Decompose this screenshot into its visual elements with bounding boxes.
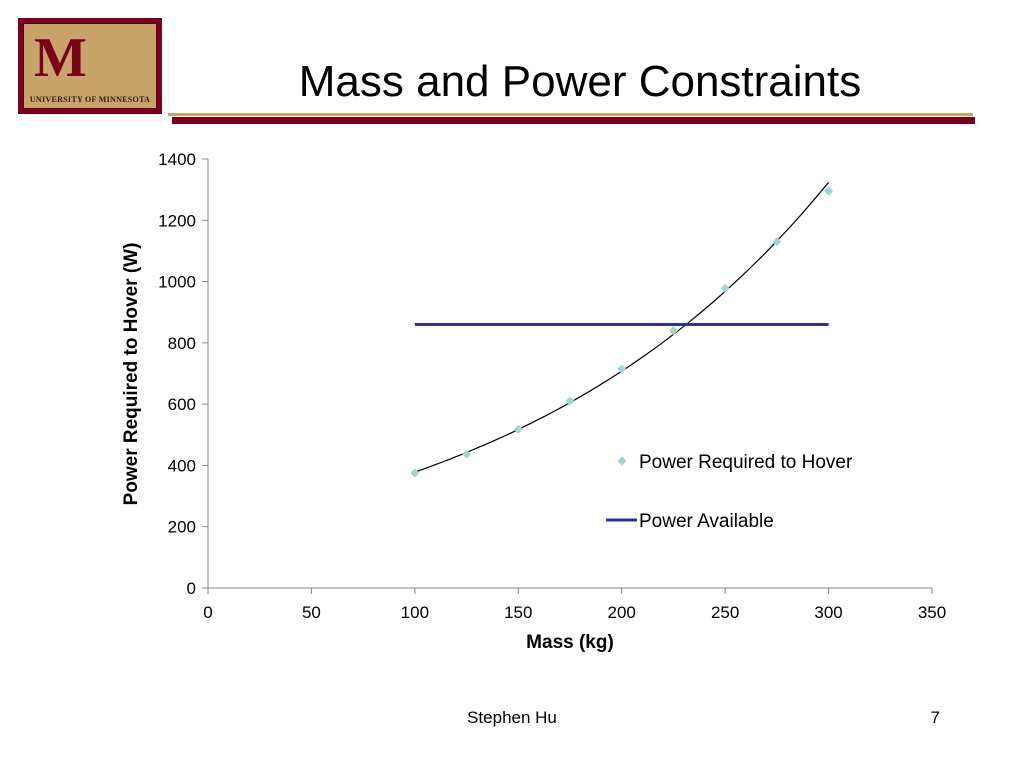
logo-text: UNIVERSITY OF MINNESOTA: [29, 95, 151, 104]
x-tick-label: 350: [918, 603, 946, 622]
trendline-power-required: [414, 181, 830, 473]
legend-label-power-required: Power Required to Hover: [639, 452, 853, 473]
power-required-point: [617, 364, 627, 374]
slide-title: Mass and Power Constraints: [298, 57, 862, 106]
x-tick-label: 0: [203, 603, 212, 622]
logo-badge: M UNIVERSITY OF MINNESOTA: [23, 23, 157, 109]
title-rule-dark: [172, 117, 975, 124]
power-required-point: [565, 396, 575, 406]
marks: [410, 181, 834, 478]
legend: Power Required to Hover Power Available: [606, 452, 853, 532]
power-required-point: [462, 449, 472, 459]
y-axis-title: Power Required to Hover (W): [121, 243, 142, 506]
power-required-point: [772, 237, 782, 247]
y-tick-label: 600: [168, 395, 196, 414]
power-required-point: [824, 186, 834, 196]
x-tick-label: 100: [401, 603, 429, 622]
legend-marker-power-required: [617, 456, 627, 466]
y-tick-label: 1400: [158, 150, 196, 169]
x-axis-title: Mass (kg): [526, 632, 614, 653]
power-required-point: [513, 424, 523, 434]
power-required-point: [668, 326, 678, 336]
university-logo: M UNIVERSITY OF MINNESOTA: [18, 18, 162, 114]
x-tick-label: 200: [608, 603, 636, 622]
footer-author: Stephen Hu: [467, 708, 557, 727]
power-required-point: [410, 468, 420, 478]
y-tick-label: 1200: [158, 211, 196, 230]
page-number: 7: [930, 708, 940, 727]
x-tick-label: 300: [814, 603, 842, 622]
axes: 0 200 400 600 800 1000 1200 1400 0 50 100 150 200 250…: [158, 150, 946, 622]
y-tick-label: 1000: [158, 273, 196, 292]
title-rule-light: [168, 113, 973, 116]
x-tick-label: 150: [504, 603, 532, 622]
legend-label-power-available: Power Available: [639, 511, 774, 532]
y-tick-label: 200: [168, 518, 196, 537]
x-tick-label: 250: [711, 603, 739, 622]
y-tick-label: 400: [168, 456, 196, 475]
x-tick-label: 50: [302, 603, 321, 622]
y-tick-label: 0: [187, 579, 196, 598]
logo-m-letter: M: [34, 27, 87, 89]
power-required-point: [720, 283, 730, 293]
y-tick-label: 800: [168, 334, 196, 353]
